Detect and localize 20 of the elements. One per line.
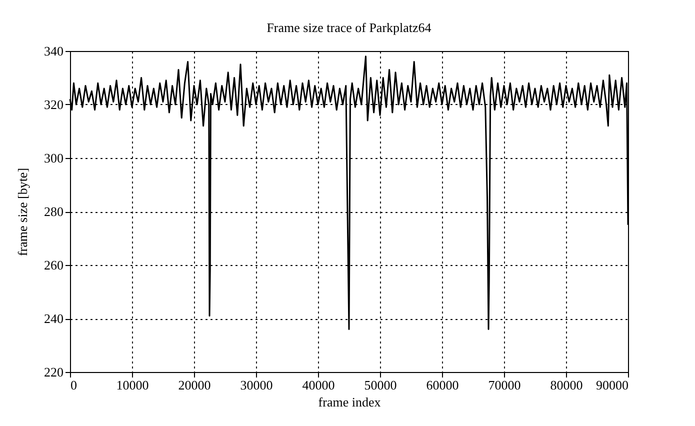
- x-axis-title: frame index: [318, 394, 382, 410]
- x-tick-label: 30000: [240, 378, 273, 392]
- y-tick-label: 340: [44, 44, 64, 58]
- y-tick-label: 320: [44, 97, 64, 112]
- x-tick-label: 90000: [596, 378, 628, 392]
- y-tick-label: 260: [44, 258, 64, 272]
- y-axis-title: frame size [byte]: [15, 168, 30, 256]
- x-tick-label: 0: [70, 378, 77, 392]
- x-tick-label: 50000: [364, 378, 397, 392]
- x-tick-label: 20000: [178, 378, 211, 392]
- chart-title: Frame size trace of Parkplatz64: [266, 20, 432, 35]
- y-tick-label: 300: [44, 150, 64, 166]
- y-tick-label: 220: [44, 364, 64, 380]
- y-tick-label: 240: [44, 311, 64, 326]
- x-tick-label: 10000: [116, 378, 149, 392]
- x-tick-label: 70000: [488, 378, 521, 392]
- x-tick-label: 60000: [426, 378, 459, 392]
- y-tick-label: 280: [44, 204, 64, 219]
- x-tick-label: 40000: [302, 378, 335, 392]
- x-tick-label: 80000: [550, 378, 583, 392]
